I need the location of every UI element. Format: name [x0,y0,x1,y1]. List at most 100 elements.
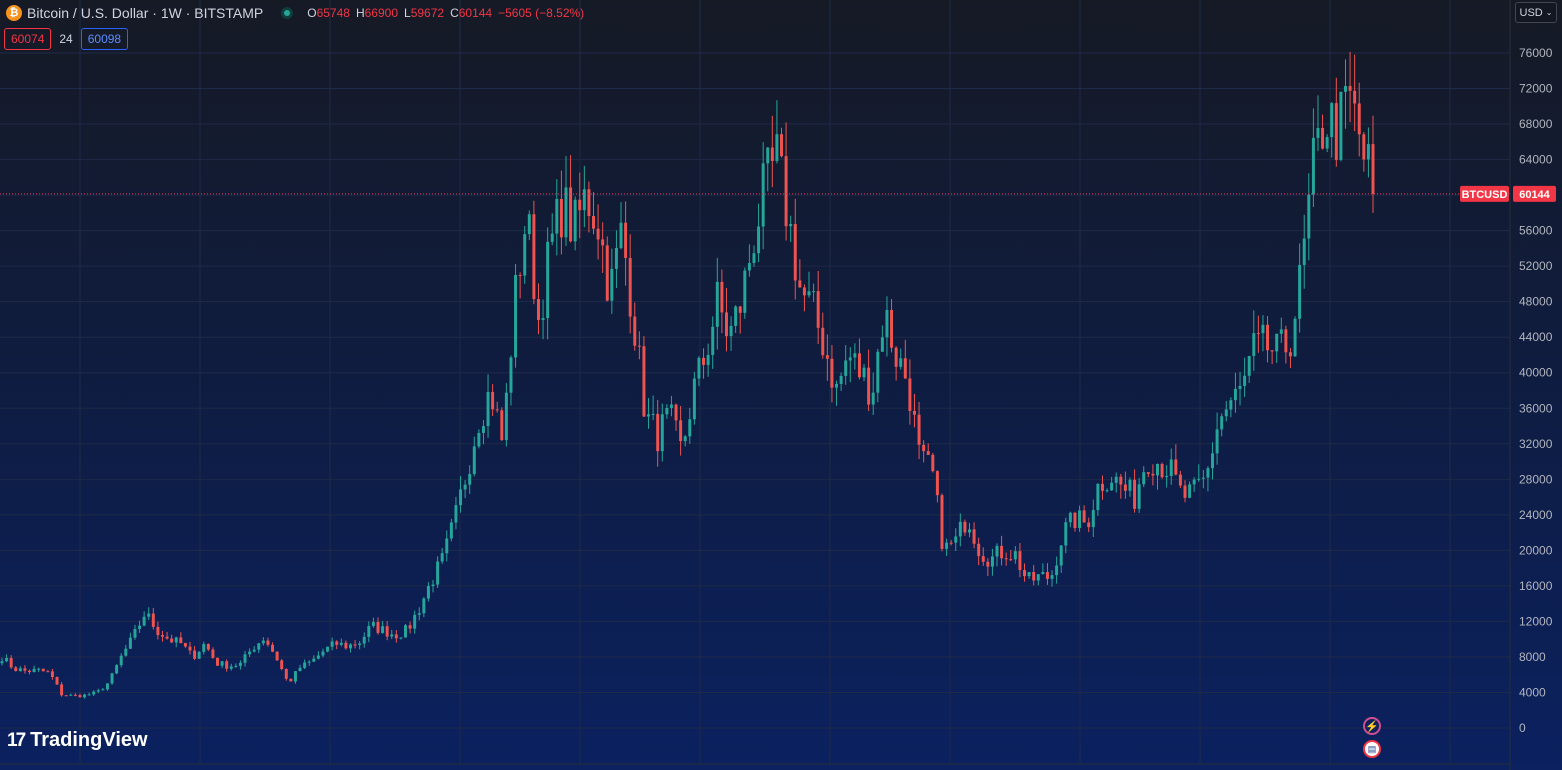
candle-body [555,198,559,234]
candle-body [504,392,508,441]
candle-body [862,367,866,378]
candle-body [605,245,609,301]
candle [491,384,495,416]
candle [18,666,22,672]
candle-body [37,668,41,670]
candle-body [949,542,953,544]
candle [541,299,545,340]
candle [1119,473,1123,499]
candle-body [660,414,664,452]
candle [633,302,637,351]
candle [669,395,673,417]
candle-body [894,347,898,367]
candle [1188,481,1192,499]
candle [812,283,816,302]
price-tick-label: 36000 [1519,401,1553,415]
candle [316,651,320,660]
price-axis[interactable]: 0 4000 8000 12000 16000 20000 24000 28000 32000 3… [1519,46,1553,735]
candle [931,452,935,473]
candle-body [243,654,247,663]
candle-body [518,274,522,276]
candle-body [1110,482,1114,491]
candle [1197,464,1201,482]
candle-body [1256,333,1260,335]
candle-body [1137,484,1141,509]
candle [174,636,178,648]
candle-body [825,355,829,359]
candle [394,629,398,643]
candle [55,676,59,686]
candle-body [1307,194,1311,239]
candle [1059,544,1063,573]
us-flag-icon[interactable]: ▤ [1363,740,1381,758]
candle [1091,499,1095,538]
candle [674,403,678,431]
logo-text: TradingView [30,729,148,751]
tradingview-logo[interactable]: 17 TradingView [7,729,148,752]
symbol-title[interactable]: Bitcoin / U.S. Dollar · 1W · BITSTAMP [27,5,264,21]
candle-body [321,651,325,656]
candle-body [183,643,187,647]
price-tick-label: 44000 [1519,330,1553,344]
candle [711,316,715,369]
candle-body [147,613,151,617]
candle-body [500,410,504,441]
candle-body [871,392,875,405]
candle-body [757,226,761,254]
candle-body [592,216,595,229]
candle-body [702,357,706,365]
sell-button[interactable]: 60074 [4,28,52,50]
candle [96,688,100,694]
candle [472,436,476,477]
candle [601,222,605,273]
candle-body [193,650,197,659]
candle-body [1366,144,1370,160]
candle-body [468,473,472,485]
candle [972,522,976,549]
candle-body [514,274,518,358]
candle [559,170,563,255]
candle [578,172,582,239]
candle [243,650,247,667]
candle [935,470,939,503]
candle-body [1151,473,1155,476]
candle [926,443,930,455]
candle [564,156,568,246]
candle [468,465,472,494]
candle-body [596,228,600,240]
candle [1298,243,1302,333]
candle [862,363,866,382]
candle [802,284,806,312]
candle-body [981,556,985,562]
candle [729,316,733,351]
candle-body [1266,324,1270,351]
candle [890,299,894,353]
currency-selector[interactable]: USD ⌄ [1515,2,1557,23]
candle-body [220,661,224,666]
candle-body [78,695,82,698]
candle-body [110,673,114,684]
candle-body [1128,479,1132,491]
buy-button[interactable]: 60098 [80,28,129,50]
candle [321,648,325,658]
candle-body [624,222,628,259]
candle [358,641,362,650]
candle [229,663,233,671]
candle [211,647,215,659]
candle-body [738,306,742,313]
candle [1192,477,1196,492]
candle [1114,472,1118,493]
candle [179,632,183,644]
candle-body [1078,510,1082,528]
candle [724,287,728,352]
candle-body [633,316,637,346]
candle-body [1211,453,1215,469]
lightning-icon[interactable]: ⚡ [1363,717,1381,735]
market-status-icon[interactable] [281,7,294,19]
candle-body [1270,350,1274,352]
candle [1036,573,1040,586]
candle [142,611,146,627]
candle [1142,466,1146,488]
candle [697,356,701,387]
